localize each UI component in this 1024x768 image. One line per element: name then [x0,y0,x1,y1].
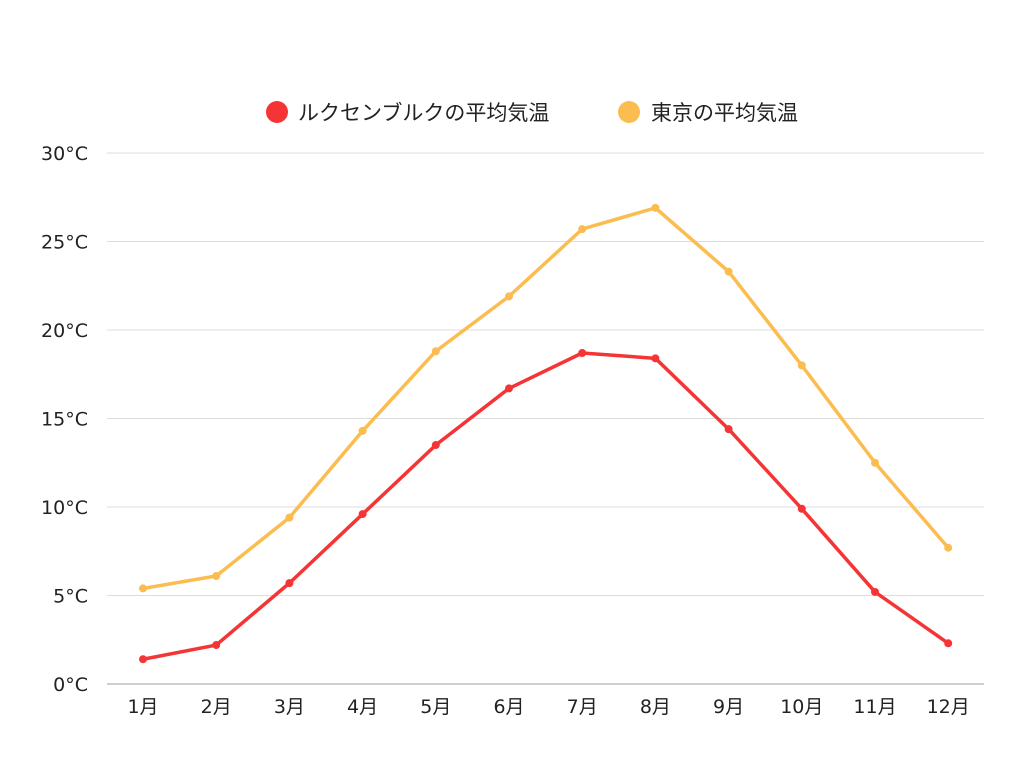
data-point [871,458,879,467]
legend-marker-tokyo [618,101,640,123]
series-layer [139,203,953,664]
y-tick-label: 0°C [53,674,88,696]
legend-label-tokyo: 東京の平均気温 [651,101,798,125]
y-tick-label: 25°C [41,232,88,254]
data-point [358,510,367,519]
legend: ルクセンブルクの平均気温 東京の平均気温 [266,101,798,125]
data-point [358,426,367,435]
data-point [212,572,221,581]
series-0 [139,349,953,664]
data-point [944,639,953,648]
x-tick-label: 4月 [347,696,378,718]
data-point [944,543,953,552]
series-line-0 [141,351,950,661]
x-tick-label: 11月 [853,696,896,718]
data-point [871,587,879,596]
data-point [431,441,440,450]
y-tick-label: 20°C [41,320,88,342]
data-point [578,349,587,358]
x-tick-label: 9月 [713,696,744,718]
x-tick-label: 12月 [927,696,970,718]
y-tick-label: 30°C [41,143,88,165]
data-point [651,203,660,212]
data-point [724,425,733,434]
y-tick-label: 15°C [41,409,88,431]
x-tick-label: 5月 [420,696,451,718]
legend-marker-luxembourg [266,101,288,123]
data-point [212,641,221,650]
data-point [797,504,806,513]
x-tick-label: 6月 [493,696,524,718]
x-axis-labels: 1月 2月 3月 4月 5月 6月 7月 8月 9月 10月 11月 12月 [127,696,969,718]
data-point [505,292,513,301]
y-tick-label: 10°C [41,497,88,519]
data-point [285,579,294,588]
data-point [139,655,147,664]
data-point [505,384,513,393]
series-line-1 [141,206,950,591]
data-point [651,354,660,363]
data-point [578,225,587,234]
y-axis-labels: 0°C 5°C 10°C 15°C 20°C 25°C 30°C [41,143,88,696]
x-tick-label: 2月 [201,696,232,718]
data-point [797,361,806,370]
x-tick-label: 3月 [274,696,305,718]
data-point [724,267,733,276]
series-1 [139,203,953,593]
data-point [139,584,147,593]
data-point [431,347,440,356]
grid [107,152,984,685]
y-tick-label: 5°C [53,586,88,608]
x-tick-label: 8月 [640,696,671,718]
data-point [285,513,294,522]
x-tick-label: 7月 [567,696,598,718]
legend-label-luxembourg: ルクセンブルクの平均気温 [298,101,549,125]
x-tick-label: 10月 [780,696,823,718]
x-tick-label: 1月 [127,696,158,718]
